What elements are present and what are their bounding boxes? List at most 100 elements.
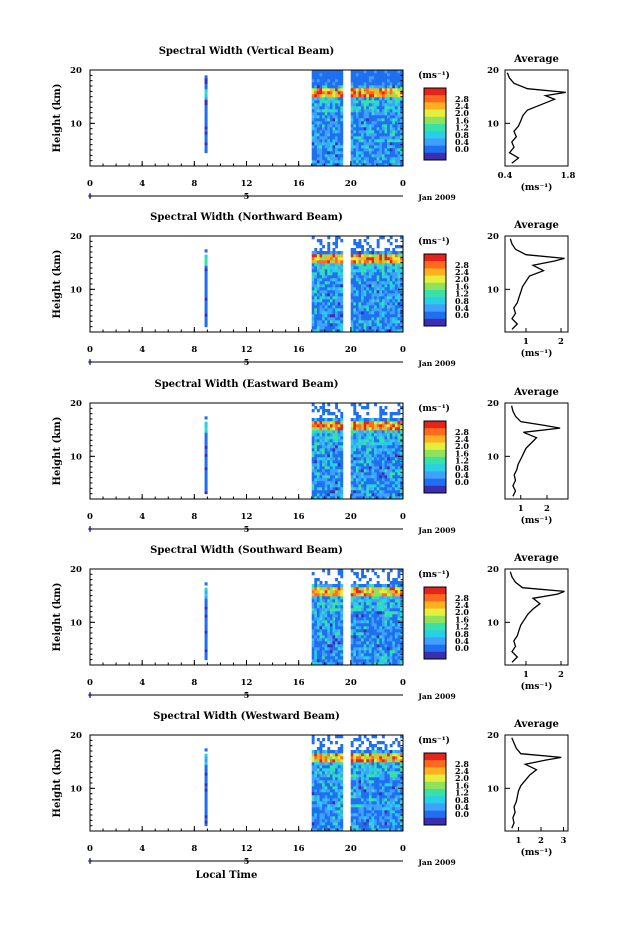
data-cell	[363, 644, 367, 648]
data-cell	[324, 460, 328, 464]
data-cell	[361, 611, 365, 615]
data-cell	[335, 807, 339, 811]
data-cell	[397, 481, 401, 485]
data-cell	[379, 638, 383, 642]
data-cell	[394, 323, 398, 327]
data-cell	[335, 239, 339, 243]
data-cell	[381, 136, 385, 140]
data-cell	[335, 130, 339, 134]
data-cell	[368, 148, 372, 152]
data-cell	[329, 650, 333, 654]
data-cell	[324, 269, 328, 273]
data-cell	[340, 472, 344, 476]
data-cell	[389, 311, 393, 315]
colorbar-swatch	[424, 318, 446, 327]
data-cell	[311, 572, 315, 576]
data-cell	[314, 626, 318, 630]
data-cell	[371, 819, 375, 823]
data-cell	[335, 656, 339, 660]
average-x-tick-label: 2	[558, 337, 564, 347]
data-cell	[204, 278, 208, 282]
date-label: Jan 2009	[417, 193, 455, 202]
data-cell	[387, 638, 391, 642]
data-cell	[204, 268, 208, 272]
data-cell	[335, 629, 339, 633]
data-cell	[311, 454, 315, 458]
data-cell	[371, 91, 375, 95]
data-cell	[400, 305, 404, 309]
data-cell	[394, 608, 398, 612]
data-cell	[335, 783, 339, 787]
data-cell	[311, 783, 315, 787]
data-cell	[355, 139, 359, 143]
data-cell	[329, 801, 333, 805]
colorbar-frame	[423, 253, 447, 327]
data-cell	[394, 308, 398, 312]
data-cell	[366, 457, 370, 461]
data-cell	[358, 427, 362, 431]
data-cell	[400, 290, 404, 294]
data-cell	[368, 290, 372, 294]
data-cell	[363, 436, 367, 440]
data-cell	[400, 475, 404, 479]
average-profile-line	[506, 72, 566, 164]
data-cell	[353, 647, 357, 651]
data-cell	[316, 816, 320, 820]
data-cell	[374, 299, 378, 303]
data-cell	[363, 753, 367, 757]
data-cell	[311, 85, 315, 89]
data-cell	[384, 590, 388, 594]
data-cell	[340, 620, 344, 624]
data-cell	[374, 445, 378, 449]
data-cell	[353, 299, 357, 303]
data-cell	[314, 617, 318, 621]
data-cell	[358, 293, 362, 297]
data-cell	[324, 127, 328, 131]
data-cell	[379, 442, 383, 446]
data-cell	[335, 481, 339, 485]
data-cell	[376, 154, 380, 158]
data-cell	[363, 88, 367, 92]
data-cell	[314, 792, 318, 796]
data-cell	[332, 825, 336, 829]
data-cell	[392, 284, 396, 288]
data-cell	[324, 148, 328, 152]
data-cell	[327, 448, 331, 452]
data-cell	[366, 460, 370, 464]
data-cell	[361, 608, 365, 612]
data-cell	[324, 311, 328, 315]
data-cell	[340, 157, 344, 161]
data-cell	[329, 484, 333, 488]
data-cell	[394, 311, 398, 315]
data-cell	[384, 248, 388, 252]
data-cell	[371, 160, 375, 164]
data-cell	[353, 602, 357, 606]
data-cell	[204, 435, 208, 439]
data-cell	[366, 302, 370, 306]
data-cell	[394, 251, 398, 255]
data-cell	[350, 644, 354, 648]
data-cell	[324, 139, 328, 143]
data-cell	[329, 638, 333, 642]
data-cell	[368, 741, 372, 745]
data-cell	[368, 299, 372, 303]
data-cell	[335, 493, 339, 497]
data-cell	[397, 266, 401, 270]
data-cell	[340, 614, 344, 618]
data-cell	[394, 632, 398, 636]
data-cell	[327, 278, 331, 282]
data-cell	[387, 442, 391, 446]
data-cell	[337, 272, 341, 276]
data-cell	[400, 145, 404, 149]
data-cell	[363, 656, 367, 660]
data-cell	[376, 251, 380, 255]
data-cell	[355, 747, 359, 751]
data-cell	[350, 780, 354, 784]
data-cell	[363, 139, 367, 143]
data-cell	[366, 121, 370, 125]
data-cell	[366, 813, 370, 817]
data-cell	[350, 611, 354, 615]
data-cell	[311, 490, 315, 494]
data-cell	[340, 744, 344, 748]
data-cell	[371, 750, 375, 754]
